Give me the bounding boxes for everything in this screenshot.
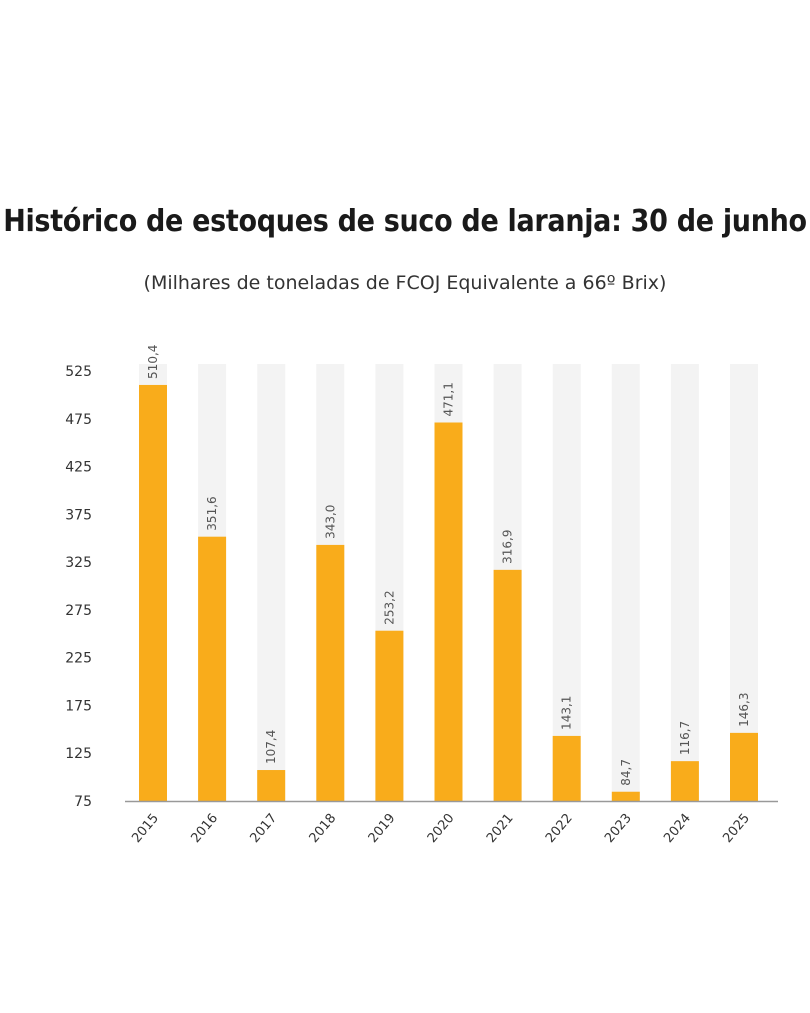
bar-group: [139, 384, 758, 801]
x-tick-label-2019: 2019: [366, 811, 399, 846]
y-tick-label-225: 225: [65, 651, 92, 667]
data-label-2024: 116,7: [678, 721, 692, 755]
bar-2025: [730, 732, 758, 801]
x-tick-label-2016: 2016: [188, 811, 221, 846]
data-labels: 510,4 351,6 107,4 343,0 253,2 471,1 316,9 143,1…: [146, 345, 751, 786]
data-label-2015: 510,4: [146, 345, 160, 379]
data-label-2025: 146,3: [737, 693, 751, 727]
data-label-2018: 343,0: [323, 505, 337, 539]
y-tick-label-75: 75: [74, 794, 92, 810]
bar-track-2017: [257, 364, 286, 801]
data-label-2023: 84,7: [619, 759, 633, 786]
chart-title: Histórico de estoques de suco de laranja…: [3, 204, 807, 239]
bar-2023: [611, 791, 640, 801]
bar-2022: [552, 735, 581, 801]
bar-2015: [139, 384, 167, 801]
x-tick-label-2022: 2022: [543, 811, 576, 846]
x-tick-label-2023: 2023: [602, 811, 635, 846]
bar-track-2023: [611, 364, 640, 801]
data-label-2017: 107,4: [264, 730, 278, 764]
x-tick-label-2021: 2021: [484, 811, 517, 846]
data-label-2020: 471,1: [442, 382, 456, 416]
bar-track-2025: [730, 364, 758, 801]
y-tick-label-475: 475: [65, 412, 92, 428]
y-tick-label-525: 525: [65, 364, 92, 380]
y-tick-label-175: 175: [65, 698, 92, 714]
data-label-2022: 143,1: [560, 696, 574, 730]
x-tick-label-2015: 2015: [129, 811, 162, 846]
bar-track-2024: [670, 364, 699, 801]
bar-2018: [316, 544, 345, 801]
y-axis-labels: 75 125 175 225 275 325 375 425 475 525: [65, 364, 92, 810]
data-label-2019: 253,2: [382, 590, 396, 624]
bar-2020: [434, 422, 463, 801]
x-axis-labels: 2015 2016 2017 2018 2019 2020 2021 2022 2023 2024…: [129, 811, 753, 846]
data-label-2016: 351,6: [205, 496, 219, 530]
x-tick-label-2018: 2018: [307, 811, 340, 846]
chart-subtitle: (Milhares de toneladas de FCOJ Equivalen…: [143, 272, 667, 294]
y-tick-label-325: 325: [65, 555, 92, 571]
x-tick-label-2025: 2025: [720, 811, 753, 846]
bar-2024: [670, 761, 699, 801]
data-label-2021: 316,9: [501, 529, 515, 563]
x-tick-label-2017: 2017: [248, 811, 281, 846]
bar-2019: [375, 630, 404, 801]
bar-2016: [198, 536, 227, 801]
y-tick-label-425: 425: [65, 460, 92, 476]
y-tick-label-275: 275: [65, 603, 92, 619]
y-tick-label-125: 125: [65, 746, 92, 762]
bar-track-2022: [552, 364, 581, 801]
y-tick-label-375: 375: [65, 507, 92, 523]
bar-2017: [257, 770, 286, 801]
x-tick-label-2024: 2024: [661, 811, 694, 846]
x-tick-label-2020: 2020: [425, 811, 458, 846]
bar-2021: [493, 569, 522, 801]
